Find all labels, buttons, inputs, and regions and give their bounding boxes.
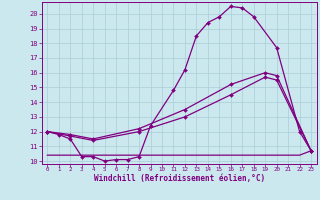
X-axis label: Windchill (Refroidissement éolien,°C): Windchill (Refroidissement éolien,°C) [94, 174, 265, 183]
